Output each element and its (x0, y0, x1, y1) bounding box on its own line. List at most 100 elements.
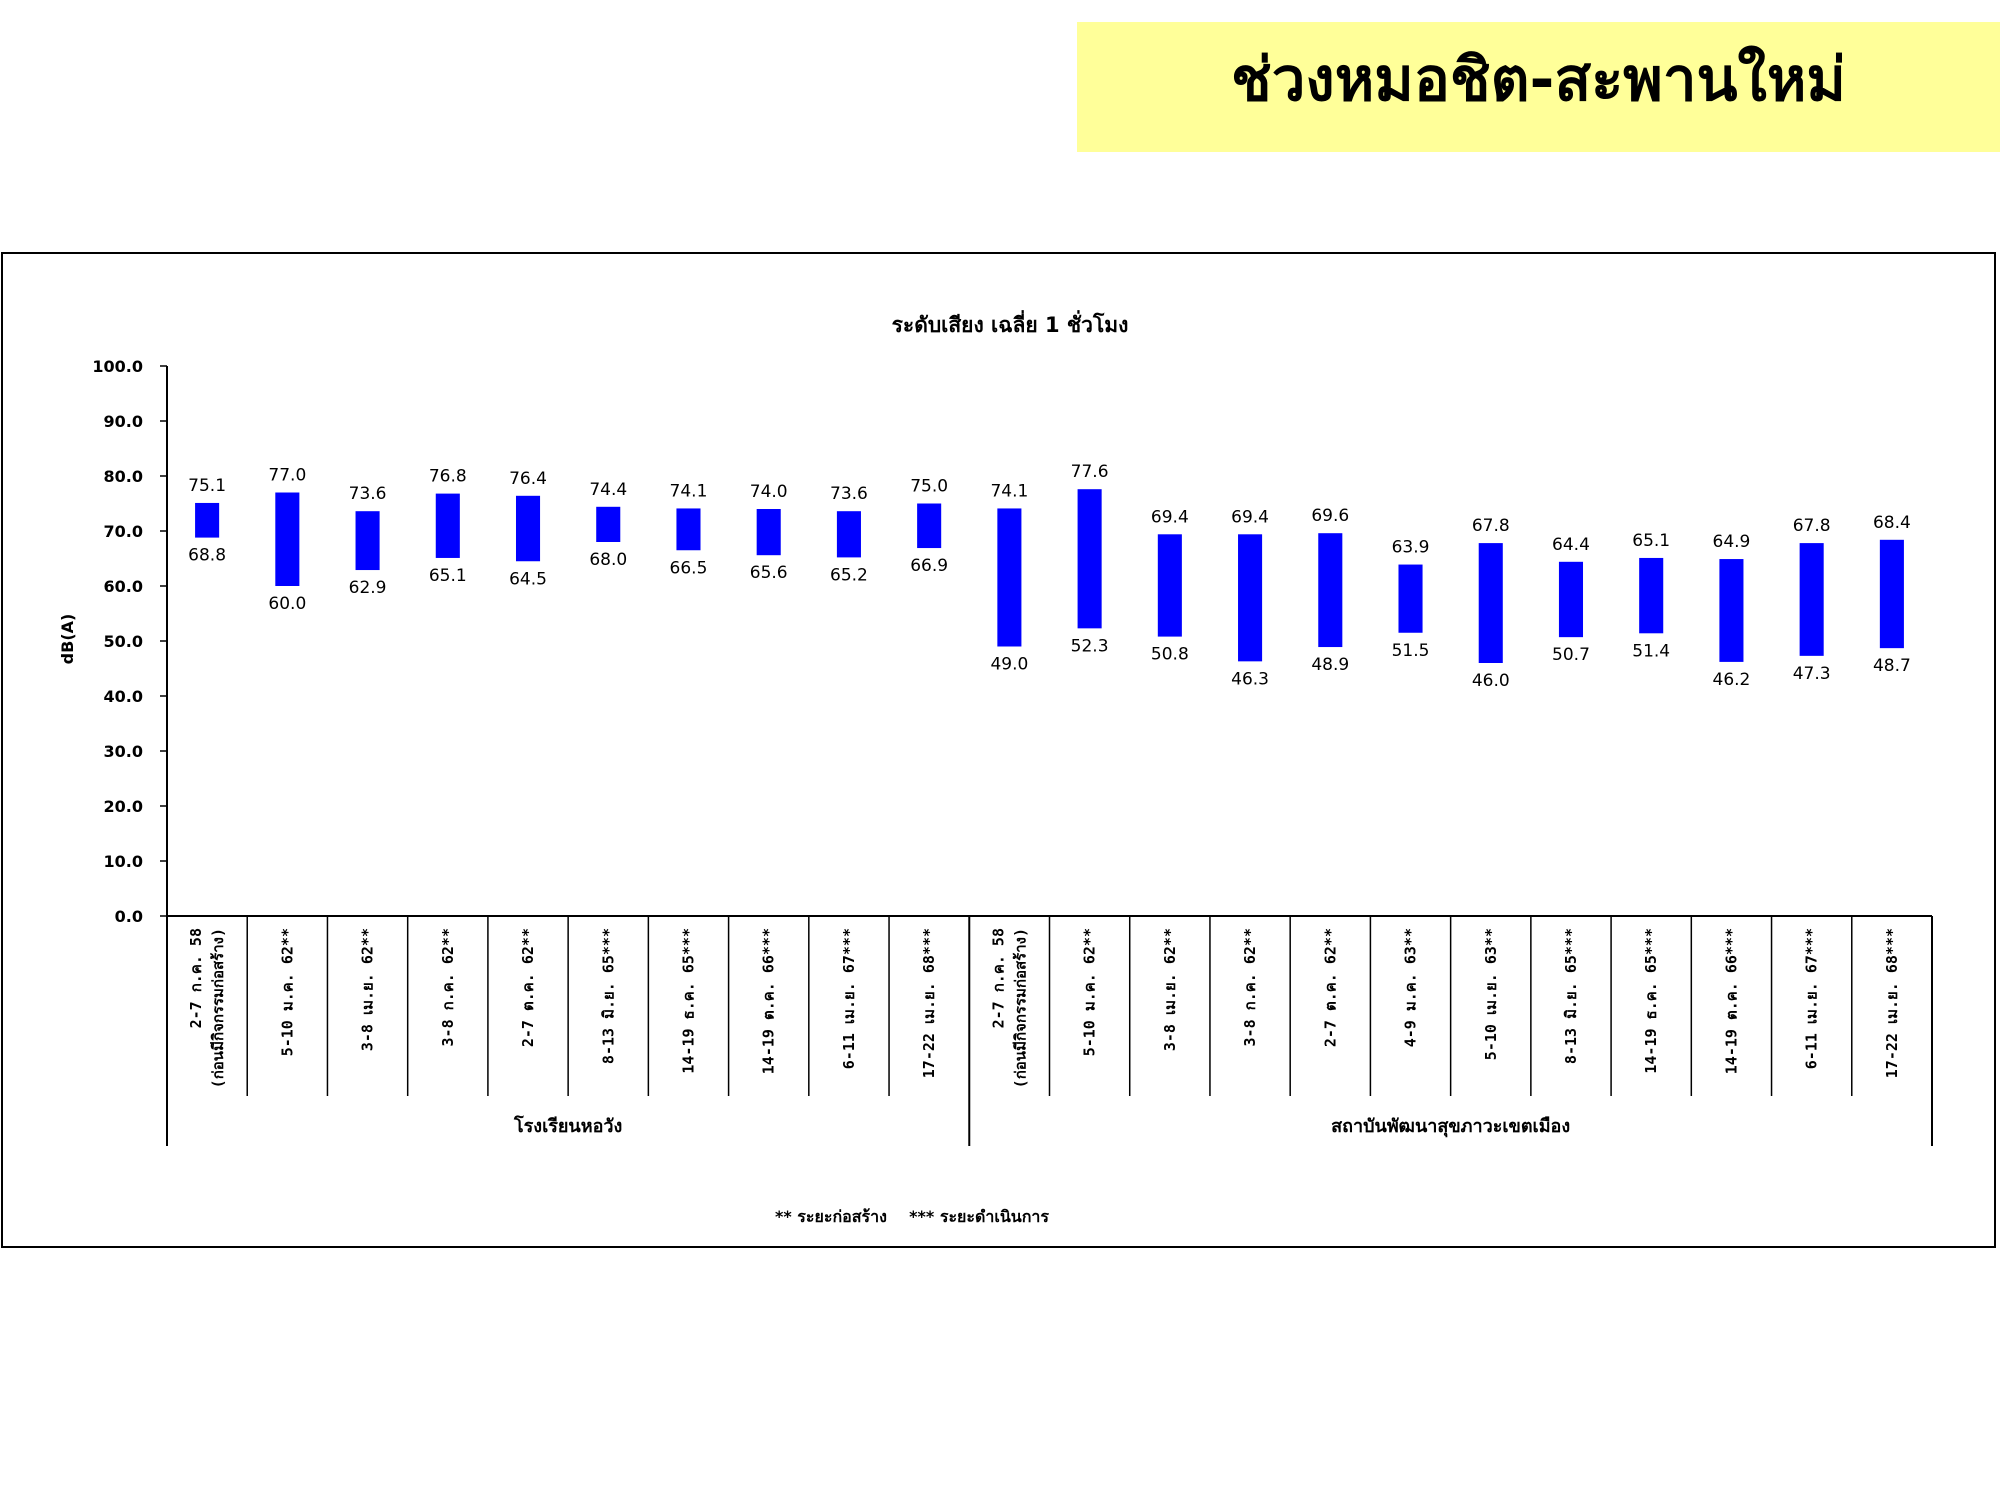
range-bar (676, 508, 701, 551)
range-bar (1719, 559, 1744, 662)
x-category-label: 14-19 ต.ค. 66*** (1722, 928, 1740, 1074)
min-value-label: 64.5 (509, 569, 547, 589)
max-value-label: 74.1 (670, 481, 708, 501)
min-value-label: 48.7 (1873, 656, 1911, 676)
range-bar (1558, 561, 1584, 638)
x-category-label: 5-10 ม.ค. 62** (278, 928, 296, 1056)
x-category-label: 3-8 ก.ค. 62** (1241, 928, 1259, 1046)
y-tick-label: 50.0 (104, 632, 143, 651)
range-bar (1238, 534, 1263, 662)
max-value-label: 69.6 (1311, 506, 1349, 526)
max-value-label: 67.8 (1472, 516, 1510, 536)
x-category-label: 14-19 ธ.ค. 65*** (679, 928, 697, 1074)
min-value-label: 50.8 (1151, 645, 1189, 665)
min-value-label: 46.3 (1231, 669, 1269, 689)
x-category-label: 2-7 ต.ค. 62** (1321, 928, 1339, 1047)
range-bar (596, 506, 621, 542)
chart-frame: ระดับเสียง เฉลี่ย 1 ชั่วโมง dB(A) ** ระย… (1, 252, 1996, 1248)
y-tick-label: 0.0 (115, 907, 143, 926)
noise-level-chart: ระดับเสียง เฉลี่ย 1 ชั่วโมง dB(A) ** ระย… (58, 309, 1933, 1226)
range-bar (1157, 534, 1182, 637)
y-tick-label: 20.0 (104, 797, 143, 816)
x-category-label: 2-7 ก.ค. 58 (989, 928, 1007, 1028)
x-category-label: 17-22 เม.ย. 68*** (1883, 928, 1901, 1078)
range-bar (1077, 489, 1102, 629)
x-category-label: 14-19 ธ.ค. 65*** (1642, 928, 1660, 1074)
min-value-label: 66.9 (910, 556, 948, 576)
min-value-label: 65.1 (429, 566, 467, 586)
range-bar (836, 511, 861, 558)
max-value-label: 76.4 (509, 469, 547, 489)
min-value-label: 47.3 (1793, 664, 1831, 684)
x-category-label: (ก่อนมีกิจกรรมก่อสร้าง) (209, 928, 227, 1088)
min-value-label: 48.9 (1311, 655, 1349, 675)
x-category-label: 2-7 ต.ค. 62** (519, 928, 537, 1047)
y-axis-label: dB(A) (58, 614, 77, 665)
min-value-label: 46.0 (1472, 671, 1510, 691)
max-value-label: 73.6 (830, 484, 868, 504)
x-category-label: 8-13 มิ.ย. 65*** (1562, 928, 1580, 1064)
max-value-label: 63.9 (1392, 538, 1430, 558)
x-category-label: 3-8 เม.ย. 62** (359, 928, 377, 1051)
plot-area: 0.0 10.0 20.0 30.0 40.0 50.0 60.0 70.0 80.0 90.0 1… (92, 357, 1933, 1146)
y-tick-label: 60.0 (104, 577, 143, 596)
max-value-label: 67.8 (1793, 516, 1831, 536)
range-bar (756, 509, 781, 556)
range-bar (1639, 557, 1664, 634)
max-value-label: 74.4 (589, 480, 627, 500)
page-title-banner: ช่วงหมอชิต-สะพานใหม่ (1077, 22, 2000, 152)
min-value-label: 52.3 (1071, 636, 1109, 656)
range-bar (1398, 564, 1423, 633)
min-value-label: 62.9 (349, 578, 387, 598)
max-value-label: 77.6 (1071, 462, 1109, 482)
x-category-label: 6-11 เม.ย. 67*** (1803, 928, 1821, 1069)
max-value-label: 74.0 (750, 482, 788, 502)
min-value-label: 46.2 (1713, 670, 1751, 690)
max-value-label: 76.8 (429, 467, 467, 487)
range-bar (435, 493, 460, 558)
range-bar (1478, 543, 1503, 663)
range-bar (355, 511, 380, 571)
y-tick-label: 30.0 (104, 742, 143, 761)
x-category-label: 3-8 ก.ค. 62** (439, 928, 457, 1046)
min-value-label: 51.5 (1392, 641, 1430, 661)
y-tick-label: 100.0 (92, 357, 143, 376)
max-value-label: 75.0 (910, 477, 948, 497)
x-category-label: 4-9 ม.ค. 63** (1402, 928, 1420, 1047)
x-category-label: 2-7 ก.ค. 58 (187, 928, 205, 1028)
range-bar (515, 495, 541, 562)
y-tick-label: 90.0 (104, 412, 143, 431)
min-value-label: 50.7 (1552, 645, 1590, 665)
range-bar (997, 508, 1022, 647)
x-category-label: 8-13 มิ.ย. 65*** (599, 928, 617, 1064)
range-bar (195, 502, 220, 538)
y-tick-label: 40.0 (104, 687, 143, 706)
range-bar (1879, 539, 1904, 649)
range-bar (917, 503, 942, 549)
max-value-label: 68.4 (1873, 513, 1911, 533)
range-bar (1318, 533, 1343, 648)
x-category-label: 5-10 ม.ค. 62** (1081, 928, 1099, 1056)
chart-title: ระดับเสียง เฉลี่ย 1 ชั่วโมง (892, 309, 1129, 337)
max-value-label: 64.9 (1713, 532, 1751, 552)
x-group-label: โรงเรียนหอวัง (513, 1115, 622, 1137)
min-value-label: 66.5 (670, 558, 708, 578)
min-value-label: 51.4 (1632, 641, 1670, 661)
max-value-label: 77.0 (268, 466, 306, 486)
y-tick-label: 10.0 (104, 852, 143, 871)
min-value-label: 65.6 (750, 563, 788, 583)
x-category-label: 3-8 เม.ย. 62** (1161, 928, 1179, 1051)
x-category-label: 17-22 เม.ย. 68*** (920, 928, 938, 1078)
max-value-label: 64.4 (1552, 535, 1590, 555)
max-value-label: 65.1 (1632, 531, 1670, 551)
x-group-label: สถาบันพัฒนาสุขภาวะเขตเมือง (1331, 1116, 1570, 1138)
range-bar (275, 492, 300, 586)
page-title: ช่วงหมอชิต-สะพานใหม่ (1231, 45, 1846, 115)
y-tick-label: 80.0 (104, 467, 143, 486)
min-value-label: 68.0 (589, 550, 627, 570)
min-value-label: 60.0 (268, 594, 306, 614)
max-value-label: 74.1 (990, 481, 1028, 501)
max-value-label: 69.4 (1151, 507, 1189, 527)
x-category-label: (ก่อนมีกิจกรรมก่อสร้าง) (1011, 928, 1029, 1088)
min-value-label: 65.2 (830, 565, 868, 585)
